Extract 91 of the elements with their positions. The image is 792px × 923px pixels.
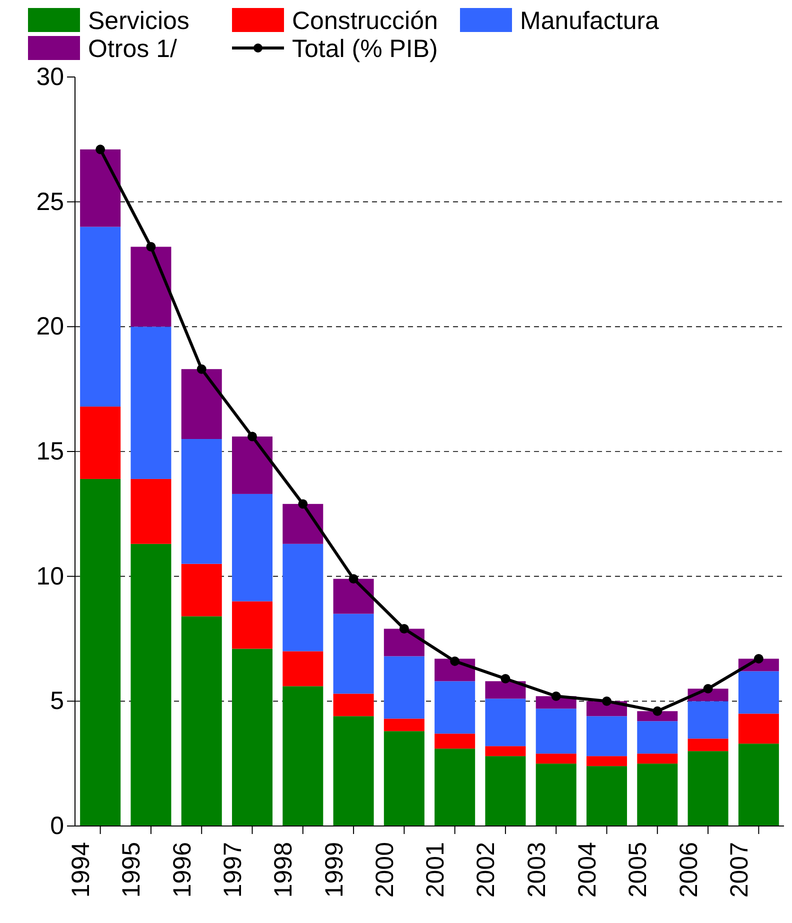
bar [232,601,273,649]
bar [181,616,222,826]
bar [384,718,424,732]
x-tick-label: 1994 [67,842,96,898]
bar [485,681,526,699]
bar [333,694,374,716]
y-tick-label: 30 [36,63,64,91]
bar [181,564,222,616]
x-tick-label: 1997 [219,842,247,898]
bar [485,746,526,756]
bar [232,494,273,602]
bar [130,478,172,544]
point [146,242,156,252]
bar [434,748,476,826]
bar [384,731,424,826]
y-tick-label: 15 [36,438,64,466]
point [551,691,561,701]
x-tick-label: 2003 [522,842,551,898]
y-tick-label: 20 [36,312,64,341]
bar [181,369,222,440]
point [450,656,460,666]
x-tick-label: 2001 [422,842,450,898]
bar [282,544,324,652]
legend-label: Total (% PIB) [292,35,438,63]
x-tick-label: 2007 [725,842,754,898]
x-tick-label: 2006 [674,842,703,898]
bar [536,754,576,764]
bar [333,578,374,614]
bar [130,326,172,479]
bar [688,701,728,739]
point [96,144,106,154]
bar [586,716,628,756]
bar [80,406,121,479]
bar [130,544,172,826]
bar [485,756,526,826]
point [703,684,713,694]
point [500,674,510,684]
bar [738,671,779,714]
y-tick-label: 0 [50,812,64,840]
bar [536,764,576,826]
point [298,499,308,509]
point [602,696,612,706]
y-tick-label: 5 [50,687,64,716]
legend-label: Servicios [88,7,190,35]
bar [333,716,374,826]
bar [130,246,172,327]
y-tick-label: 25 [36,188,64,216]
point [196,364,206,374]
bar [434,734,476,749]
x-tick-label: 2005 [624,842,652,898]
bar [637,764,678,826]
bar [434,681,476,734]
bar [384,628,424,656]
bar [586,756,628,766]
bar [485,698,526,746]
point [348,574,358,584]
x-tick-label: 1999 [320,842,348,898]
bar [232,648,273,826]
bar [80,478,121,826]
point [652,706,662,716]
bar [738,744,779,826]
x-tick-label: 1996 [168,842,196,898]
x-tick-label: 1998 [270,842,298,898]
x-tick-label: 2002 [472,842,500,898]
bar [384,656,424,719]
legend-label: Otros 1/ [88,35,177,63]
bar [282,651,324,686]
x-tick-label: 1995 [118,842,146,898]
point [248,432,257,442]
x-tick-label: 2004 [574,842,602,898]
bar [181,439,222,564]
bar [282,686,324,826]
bar [80,149,121,227]
bar [282,504,324,544]
bar [637,711,678,722]
legend-label: Manufactura [520,7,660,35]
bar [688,738,728,752]
legend-label: Construcción [292,7,438,35]
point [399,624,409,634]
bar [80,226,121,407]
x-tick-label: 2000 [370,842,399,898]
point [754,654,764,664]
bar [232,436,273,494]
bar [688,751,728,826]
bar [738,714,779,744]
bar [586,766,628,826]
bar [536,708,576,754]
bar [637,754,678,764]
bar [333,614,374,694]
bar [637,721,678,754]
y-tick-label: 10 [36,562,64,590]
